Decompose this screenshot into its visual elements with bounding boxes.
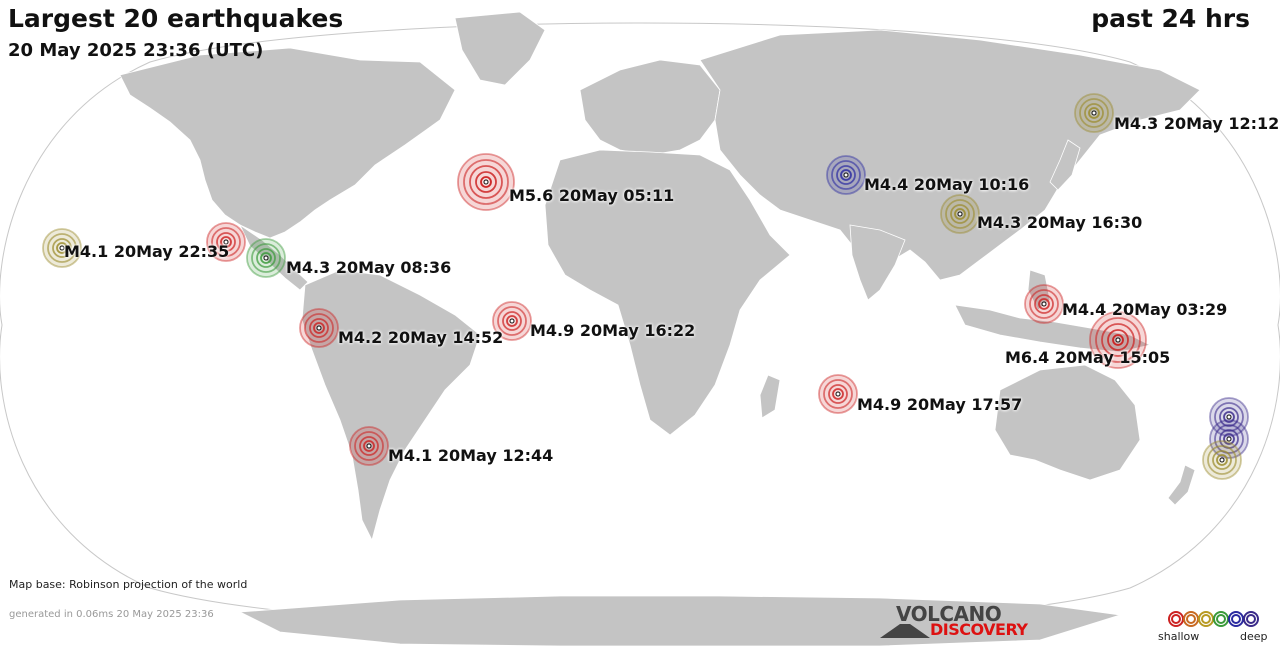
legend-depth-circle: [1246, 614, 1256, 624]
depth-legend-circles: [1168, 611, 1259, 627]
logo-text-discovery: DISCOVERY: [930, 620, 1028, 639]
quake-label[interactable]: M5.6 20May 05:11: [509, 186, 675, 205]
earthquake-marker[interactable]: [1209, 397, 1249, 437]
map-base-note: Map base: Robinson projection of the wor…: [9, 578, 248, 591]
earthquake-marker[interactable]: [1089, 311, 1147, 369]
quake-label[interactable]: M4.4 20May 10:16: [864, 175, 1030, 194]
japan: [1049, 139, 1081, 191]
africa: [544, 149, 791, 436]
earthquake-marker[interactable]: [1209, 419, 1249, 459]
legend-depth-circle: [1216, 614, 1226, 624]
volcano-discovery-logo[interactable]: VOLCANO DISCOVERY: [880, 602, 1040, 642]
earthquake-marker[interactable]: [457, 153, 515, 211]
legend-depth-circle: [1243, 611, 1259, 627]
volcano-icon: [880, 624, 930, 638]
legend-deep-label: deep: [1240, 630, 1268, 643]
legend-depth-circle: [1231, 614, 1241, 624]
quake-label[interactable]: M4.3 20May 12:12: [1114, 114, 1280, 133]
south-america: [301, 269, 481, 542]
europe: [579, 59, 721, 156]
quake-label[interactable]: M4.2 20May 14:52: [338, 328, 504, 347]
earthquake-marker[interactable]: [246, 238, 286, 278]
generated-note: generated in 0.06ms 20 May 2025 23:36: [9, 609, 214, 620]
central-america: [239, 223, 309, 291]
earthquake-marker[interactable]: [818, 374, 858, 414]
quake-label[interactable]: M4.1 20May 22:35: [64, 242, 230, 261]
legend-depth-circle: [1201, 614, 1211, 624]
asia: [699, 29, 1201, 281]
madagascar: [759, 374, 781, 419]
depth-legend: shallow deep: [1158, 608, 1268, 648]
legend-depth-circle: [1186, 614, 1196, 624]
quake-label[interactable]: M6.4 20May 15:05: [1005, 348, 1171, 367]
earthquake-marker[interactable]: [42, 228, 82, 268]
logo-text-volcano: VOLCANO: [896, 602, 1002, 626]
quake-label[interactable]: M4.1 20May 12:44: [388, 446, 554, 465]
earthquake-marker[interactable]: [299, 308, 339, 348]
datetime-subtitle: 20 May 2025 23:36 (UTC): [8, 40, 264, 61]
quake-label[interactable]: M4.4 20May 03:29: [1062, 300, 1228, 319]
quake-label[interactable]: M4.3 20May 08:36: [286, 258, 452, 277]
earthquake-marker[interactable]: [1202, 440, 1242, 480]
earthquake-markers: [42, 93, 1249, 480]
page-title: Largest 20 earthquakes: [8, 4, 344, 33]
new-zealand: [1167, 464, 1196, 506]
earthquake-marker[interactable]: [1024, 284, 1064, 324]
australia: [994, 364, 1141, 481]
quake-label[interactable]: M4.3 20May 16:30: [977, 213, 1143, 232]
earthquake-marker[interactable]: [492, 301, 532, 341]
india: [849, 224, 906, 301]
earthquake-marker[interactable]: [940, 194, 980, 234]
land-masses: [119, 11, 1201, 647]
quake-label[interactable]: M4.9 20May 16:22: [530, 321, 696, 340]
earthquake-marker[interactable]: [826, 155, 866, 195]
legend-depth-circle: [1171, 614, 1181, 624]
period-label: past 24 hrs: [1091, 4, 1250, 33]
legend-shallow-label: shallow: [1158, 630, 1200, 643]
earthquake-marker[interactable]: [349, 426, 389, 466]
quake-label[interactable]: M4.9 20May 17:57: [857, 395, 1023, 414]
earthquake-marker[interactable]: [206, 222, 246, 262]
greenland: [454, 11, 546, 86]
north-america: [119, 47, 456, 239]
earthquake-marker[interactable]: [1074, 93, 1114, 133]
